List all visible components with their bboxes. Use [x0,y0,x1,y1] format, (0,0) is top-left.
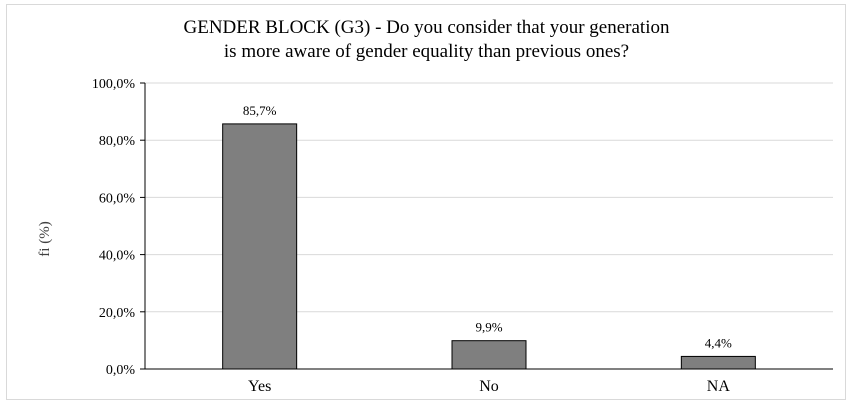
y-tick-label: 60,0% [99,191,136,206]
bars [222,123,756,370]
chart-title: GENDER BLOCK (G3) - Do you consider that… [0,16,853,64]
x-category-label: Yes [248,378,271,395]
bar-value-label: 85,7% [243,103,277,118]
y-tick-label: 20,0% [99,306,136,321]
bar-value-label: 9,9% [475,320,502,335]
y-axis-label: fi (%) [37,221,53,256]
y-tick-label: 0,0% [106,363,136,378]
y-tick-label: 80,0% [99,134,136,149]
labels: 0,0% 20,0% 40,0% 60,0% 80,0% 100,0% 85,7% Yes 9,… [92,77,732,395]
x-category-label: No [479,378,499,395]
x-category-label: NA [707,378,731,395]
y-tick-label: 40,0% [99,249,136,264]
chart-title-line-1: GENDER BLOCK (G3) - Do you consider that… [183,17,670,38]
chart-frame [6,4,846,400]
bar-na [680,355,756,370]
bar-value-label: 4,4% [705,335,732,350]
axes [140,82,833,370]
bar-yes [222,123,298,370]
chart-title-line-2: is more aware of gender equality than pr… [223,41,630,62]
y-tick-label: 100,0% [92,77,136,92]
bar-no [451,340,527,370]
